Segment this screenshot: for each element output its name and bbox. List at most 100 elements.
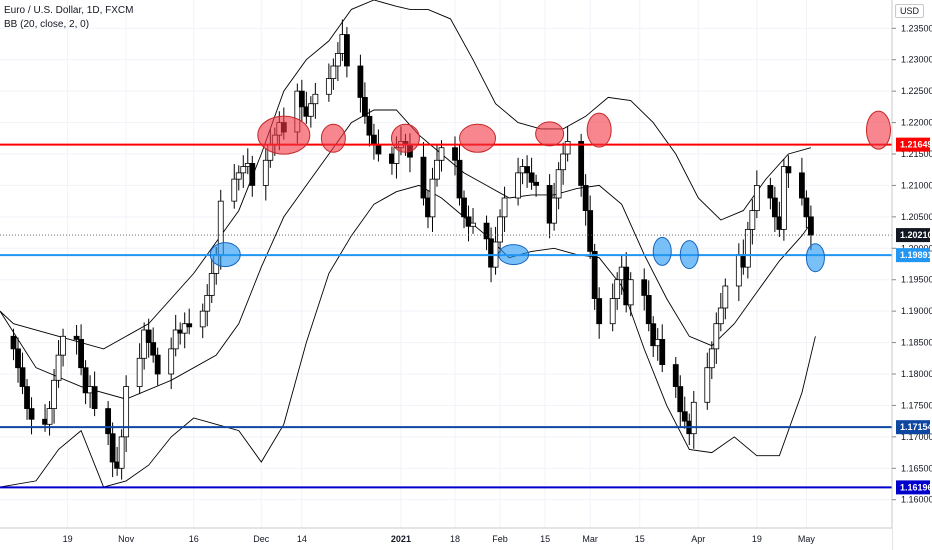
time-tick-label: 2021 <box>391 534 411 544</box>
bb-basis <box>0 109 812 400</box>
candle-down <box>771 197 778 218</box>
candle <box>307 96 314 128</box>
candle-up <box>141 329 148 359</box>
time-tick-label: May <box>798 534 816 544</box>
candle-down <box>596 298 603 325</box>
candle-up <box>704 367 711 403</box>
support-touch-marker <box>679 240 699 270</box>
currency-button[interactable]: USD <box>894 4 924 18</box>
candle-down <box>24 386 30 409</box>
candle-up <box>172 329 179 350</box>
candle-down <box>145 329 152 343</box>
candle-up <box>515 172 521 199</box>
price-tick-label: 1.22000 <box>901 118 932 128</box>
candle-up <box>60 335 66 356</box>
candle-down <box>641 279 648 296</box>
candle <box>452 136 458 176</box>
candle <box>641 268 648 311</box>
time-tick-label: 15 <box>540 534 550 544</box>
candle <box>803 190 810 229</box>
candle-up <box>307 103 314 117</box>
candle-down <box>91 386 98 409</box>
candle-up <box>690 401 697 435</box>
candle <box>627 272 634 317</box>
level-label: 1.16196 <box>896 480 932 495</box>
candle-up <box>722 285 729 309</box>
candle-up <box>262 159 269 186</box>
price-tick-label: 1.16000 <box>901 495 932 505</box>
candle-down <box>798 172 805 199</box>
time-tick-label: Dec <box>253 534 270 544</box>
candle-down <box>366 115 373 136</box>
candle-up <box>208 273 215 296</box>
resistance-touch-marker <box>257 115 311 155</box>
candle-down <box>767 185 774 199</box>
candle <box>181 312 188 349</box>
time-tick-label: Apr <box>691 534 705 544</box>
candle-down <box>650 323 657 347</box>
level-label-text: 1.21649 <box>900 140 932 150</box>
level-label: 1.17154 <box>896 420 932 435</box>
candle <box>497 209 503 254</box>
candle-up <box>609 298 616 325</box>
resistance-touch-marker <box>865 110 891 150</box>
candle <box>744 221 751 279</box>
candle <box>105 401 112 446</box>
candle <box>231 164 238 209</box>
candle-down <box>528 172 535 183</box>
candle-up <box>780 166 787 230</box>
candle <box>713 312 720 364</box>
candle-up <box>497 216 503 243</box>
resistance-touch-marker <box>390 123 420 153</box>
candle-up <box>555 169 562 199</box>
candle-up <box>312 93 319 105</box>
candle-up <box>438 147 445 161</box>
price-tick-label: 1.19500 <box>901 275 932 285</box>
candle <box>749 199 756 245</box>
candle-down <box>73 335 80 340</box>
candle <box>240 155 247 188</box>
candle <box>51 368 57 424</box>
candle <box>650 316 657 358</box>
candle <box>15 337 21 383</box>
candle <box>91 371 98 417</box>
candle <box>582 174 589 226</box>
candle-up <box>717 307 724 325</box>
candle-down <box>681 411 688 422</box>
candle <box>767 177 774 210</box>
candle-up <box>334 53 341 67</box>
candle <box>312 82 319 119</box>
candle-up <box>55 354 62 381</box>
candle-down <box>186 323 193 328</box>
candle <box>780 159 787 241</box>
candle-up <box>168 348 175 375</box>
chart-legend: Euro / U.S. Dollar, 1D, FXCM BB (20, clo… <box>4 4 133 32</box>
candle <box>434 145 440 187</box>
candle-down <box>591 251 598 299</box>
candle-down <box>456 159 463 199</box>
candle-down <box>28 408 35 420</box>
candle-down <box>659 339 666 365</box>
candle-up <box>231 178 238 202</box>
candle <box>55 340 62 388</box>
candle <box>145 318 152 358</box>
candle-down <box>78 339 84 369</box>
candle-down <box>803 197 810 218</box>
candle-down <box>578 141 585 186</box>
candle-up <box>744 229 751 268</box>
candle-up <box>627 279 634 306</box>
candle <box>483 215 490 251</box>
candle <box>609 283 616 332</box>
price-tick-label: 1.17500 <box>901 400 932 410</box>
candle-up <box>46 408 53 425</box>
candle-up <box>240 166 247 174</box>
candle-down <box>533 181 540 186</box>
candle <box>334 42 341 82</box>
candle-up <box>434 159 440 180</box>
last-price-text: 1.20210 <box>900 230 932 240</box>
candle-up <box>713 323 720 350</box>
candle <box>19 352 26 395</box>
price-axis-bg <box>892 0 932 550</box>
level-label-bg <box>896 480 930 495</box>
